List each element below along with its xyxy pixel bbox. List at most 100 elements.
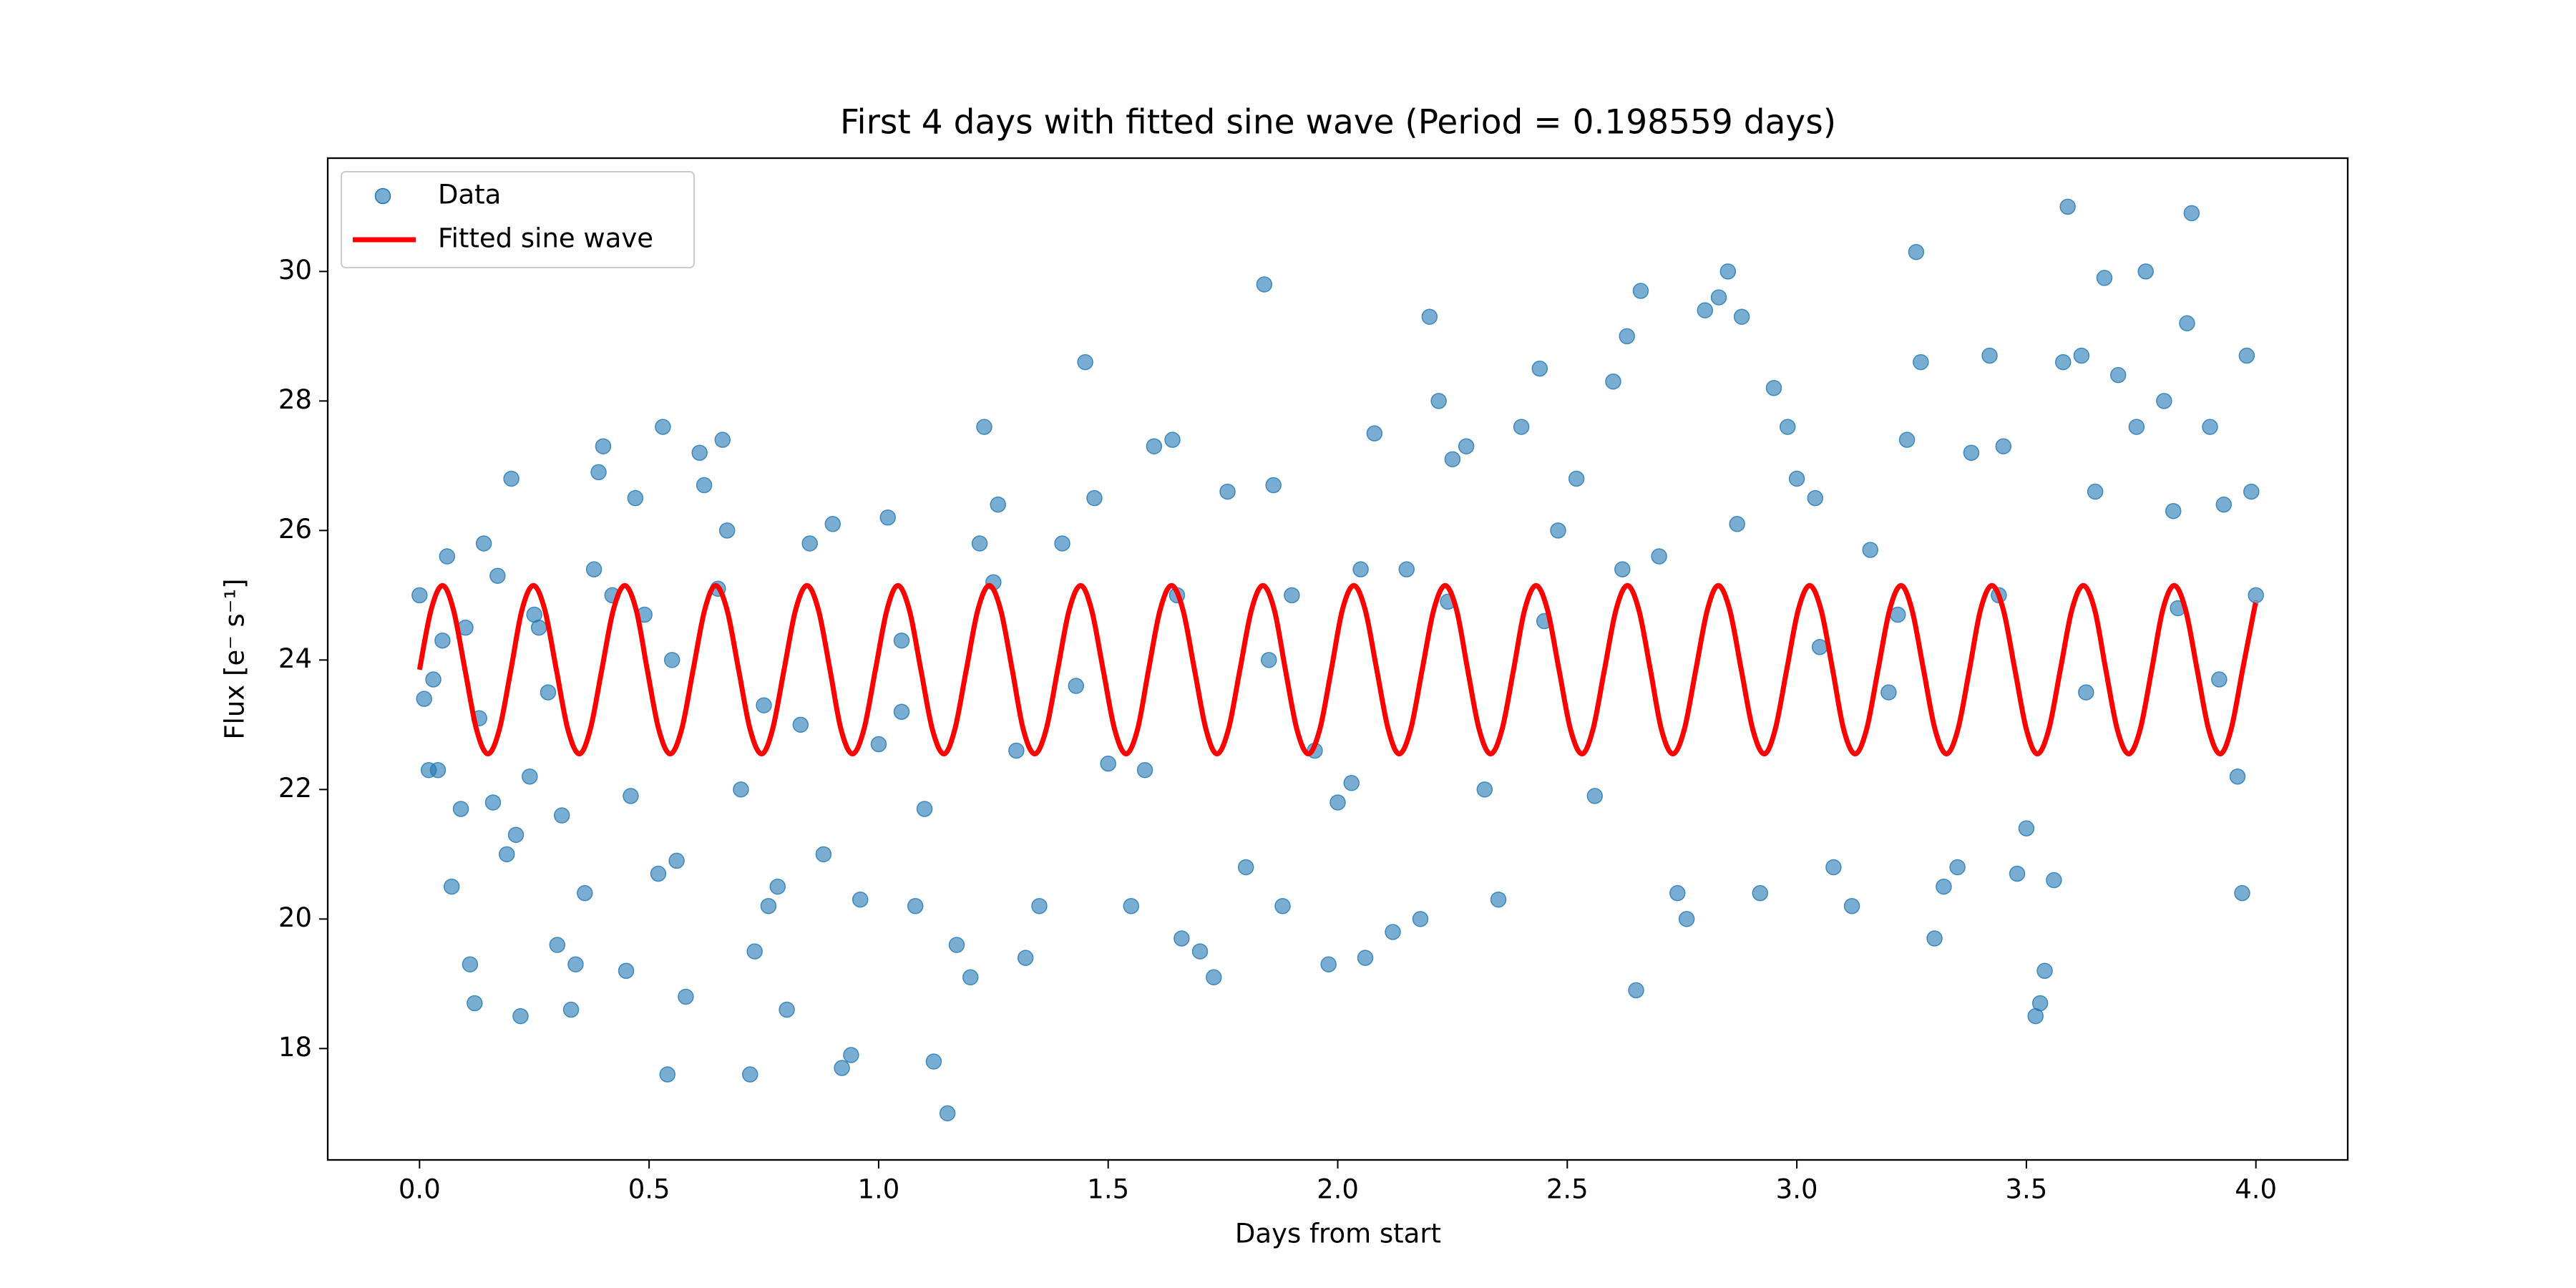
data-point <box>443 878 460 895</box>
data-point <box>2087 483 2104 500</box>
data-point <box>1031 897 1048 914</box>
data-point <box>618 962 635 979</box>
data-point <box>623 788 639 804</box>
data-point <box>760 897 777 914</box>
data-point <box>1780 419 1796 435</box>
data-point <box>1765 380 1782 396</box>
data-point <box>462 956 479 972</box>
y-tick-label: 30 <box>278 255 312 286</box>
data-point <box>2215 496 2233 513</box>
data-point <box>1913 353 1929 371</box>
data-point <box>2183 205 2200 222</box>
y-tick-label: 28 <box>278 384 312 415</box>
y-tick-label: 20 <box>278 902 312 933</box>
data-point <box>540 684 557 701</box>
data-point <box>1729 516 1745 532</box>
data-point <box>549 937 566 953</box>
data-point <box>2234 884 2250 902</box>
plot-area <box>411 198 2264 1122</box>
data-point <box>411 587 428 604</box>
data-point <box>1086 489 1103 507</box>
x-tick-label: 2.0 <box>1317 1174 1359 1205</box>
data-point <box>503 470 519 487</box>
data-point <box>843 1047 859 1063</box>
data-point <box>691 444 708 462</box>
data-point <box>870 736 887 753</box>
data-point <box>498 846 515 863</box>
data-point <box>439 548 456 565</box>
data-point <box>779 1001 795 1018</box>
data-point <box>1430 393 1447 409</box>
data-point <box>553 807 570 824</box>
fitted-line <box>416 582 2259 757</box>
data-point <box>2046 872 2062 889</box>
data-point <box>434 632 451 649</box>
x-tick-label: 1.5 <box>1087 1174 1129 1205</box>
data-point <box>2211 671 2228 688</box>
data-point <box>815 846 832 863</box>
data-point <box>1908 243 1925 260</box>
data-point <box>2229 769 2246 785</box>
data-point <box>1352 561 1369 577</box>
data-point <box>907 897 924 914</box>
data-point <box>1017 950 1034 966</box>
data-point <box>2054 353 2072 371</box>
data-point <box>2109 366 2127 384</box>
x-tick-label: 3.0 <box>1776 1174 1818 1205</box>
data-point <box>1174 930 1190 947</box>
legend-frame <box>341 171 695 268</box>
data-point <box>562 1001 580 1018</box>
data-point <box>1146 438 1163 454</box>
data-point <box>990 496 1006 513</box>
legend-marker <box>374 187 391 205</box>
data-point <box>512 1008 529 1025</box>
x-tick-label: 1.0 <box>857 1174 899 1205</box>
y-tick-label: 22 <box>278 773 312 804</box>
data-point <box>429 761 447 779</box>
data-point <box>1614 561 1631 577</box>
data-point <box>452 801 469 817</box>
data-point <box>567 956 584 972</box>
data-point <box>1926 930 1943 947</box>
data-point <box>1862 542 1878 558</box>
data-point <box>742 1066 758 1083</box>
data-point <box>668 852 685 869</box>
data-point <box>1632 283 1649 299</box>
data-point <box>1284 587 1300 604</box>
data-point <box>769 878 786 895</box>
data-point <box>1981 347 1998 364</box>
data-point <box>1412 911 1429 927</box>
data-point <box>733 781 749 798</box>
data-point <box>746 943 763 960</box>
data-point <box>1807 489 1824 507</box>
data-point <box>2165 502 2182 519</box>
data-point <box>1697 302 1714 318</box>
data-point <box>939 1105 956 1122</box>
data-point <box>1936 878 1952 895</box>
data-point <box>1825 859 1842 876</box>
data-point <box>1398 561 1415 577</box>
data-point <box>1710 289 1727 306</box>
data-point <box>585 561 602 577</box>
data-point <box>2243 483 2260 500</box>
chart-title: First 4 days with fitted sine wave (Peri… <box>840 103 1836 142</box>
data-point <box>1191 943 1209 960</box>
y-axis-label: Flux [e⁻ s⁻¹] <box>220 578 250 739</box>
data-point <box>467 995 483 1012</box>
data-point <box>678 988 694 1005</box>
data-point <box>1586 788 1604 804</box>
data-point <box>718 522 736 539</box>
data-point <box>1889 606 1906 623</box>
data-point <box>1123 897 1140 914</box>
legend: Data Fitted sine wave <box>341 171 695 268</box>
x-tick-label: 0.5 <box>628 1174 670 1205</box>
data-point <box>1077 353 1093 371</box>
data-point <box>1788 470 1805 487</box>
y-tick-label: 26 <box>278 514 312 545</box>
data-point <box>1330 794 1346 811</box>
data-point <box>1444 451 1461 468</box>
data-point <box>2009 865 2026 882</box>
y-tick-label: 24 <box>278 643 312 674</box>
y-tick-label: 18 <box>278 1032 312 1063</box>
data-point <box>852 891 869 908</box>
